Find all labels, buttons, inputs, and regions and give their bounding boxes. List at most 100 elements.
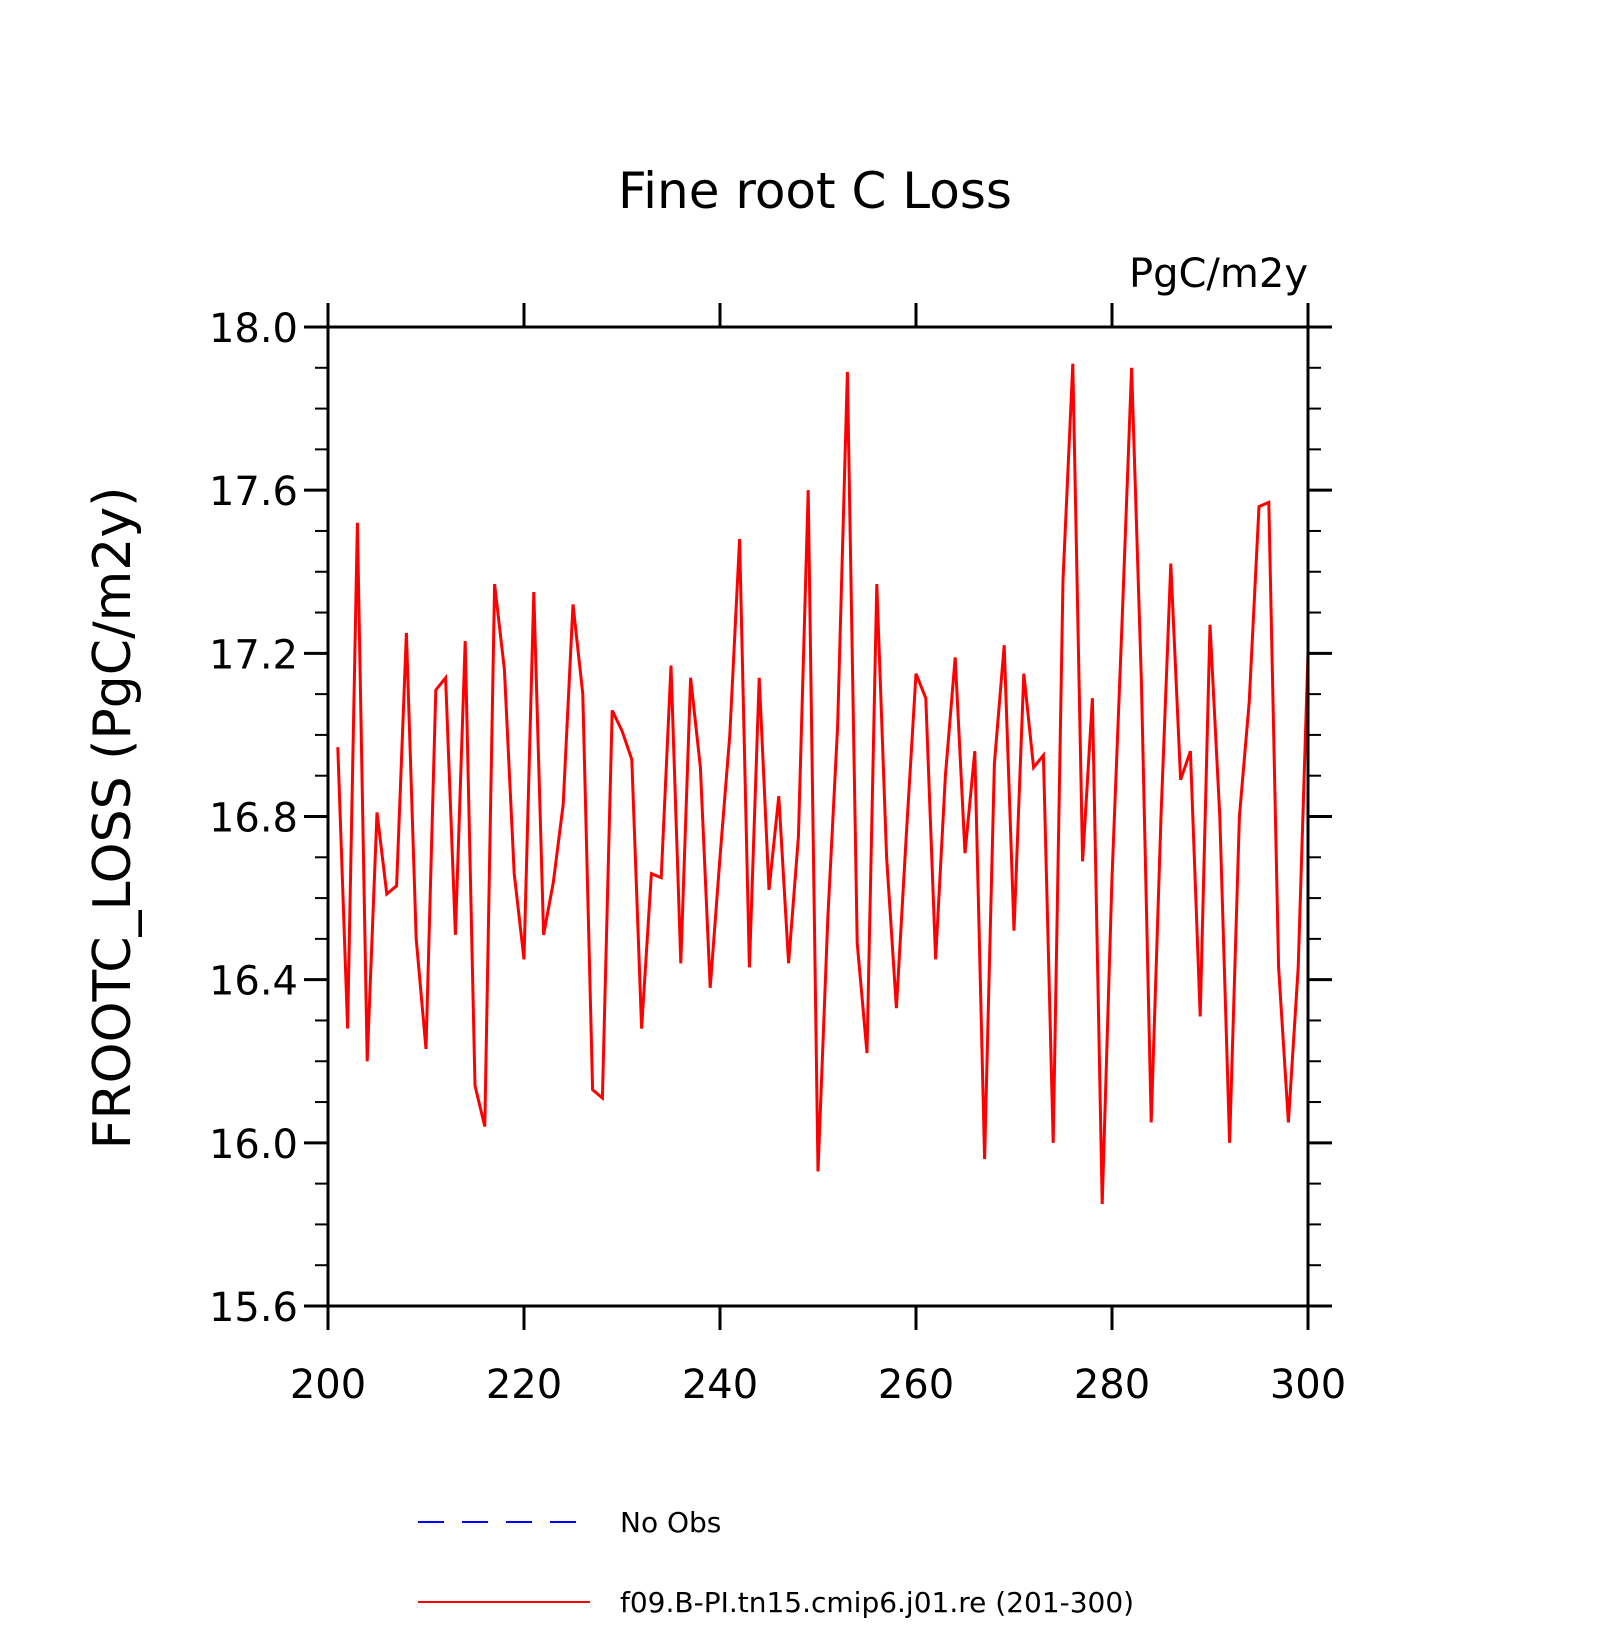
- data-point: [1267, 501, 1270, 504]
- x-tick-label: 260: [878, 1362, 954, 1408]
- data-point: [1179, 778, 1182, 781]
- data-point: [1130, 366, 1133, 369]
- data-point: [425, 1048, 428, 1051]
- data-point: [376, 811, 379, 814]
- data-point: [993, 762, 996, 765]
- data-point: [415, 937, 418, 940]
- data-point: [405, 631, 408, 634]
- data-point: [719, 856, 722, 859]
- data-point: [503, 668, 506, 671]
- data-point: [836, 725, 839, 728]
- data-point: [434, 689, 437, 692]
- data-point: [1287, 1121, 1290, 1124]
- data-point: [983, 1158, 986, 1161]
- data-point: [866, 1052, 869, 1055]
- data-point: [1091, 697, 1094, 700]
- data-point: [728, 733, 731, 736]
- data-point: [1199, 1015, 1202, 1018]
- data-point: [875, 583, 878, 586]
- data-point: [826, 917, 829, 920]
- data-point: [523, 958, 526, 961]
- data-point: [444, 676, 447, 679]
- data-point: [356, 521, 359, 524]
- data-point: [895, 1007, 898, 1010]
- axis-ticks: 200 220 240 260 280 300 15.6 16.0 16.4 16.8 17.2 17…: [209, 303, 1346, 1408]
- data-point: [1111, 876, 1114, 879]
- data-point: [709, 986, 712, 989]
- data-point: [1160, 815, 1163, 818]
- data-point: [1140, 680, 1143, 683]
- data-point: [464, 640, 467, 643]
- data-point: [474, 1084, 477, 1087]
- series-layer: [336, 362, 1310, 1205]
- data-point: [1228, 1141, 1231, 1144]
- data-point: [1218, 815, 1221, 818]
- y-tick-label: 16.8: [209, 796, 298, 842]
- data-point: [846, 370, 849, 373]
- y-tick-label: 16.4: [209, 959, 298, 1005]
- data-point: [807, 489, 810, 492]
- x-tick-label: 300: [1270, 1362, 1346, 1408]
- data-point: [1120, 627, 1123, 630]
- data-point: [924, 697, 927, 700]
- data-point: [336, 746, 339, 749]
- units-label: PgC/m2y: [1129, 251, 1308, 297]
- data-point: [640, 1027, 643, 1030]
- data-point: [1013, 929, 1016, 932]
- data-point: [1042, 754, 1045, 757]
- data-point: [699, 766, 702, 769]
- data-point: [572, 603, 575, 606]
- data-point: [1022, 672, 1025, 675]
- data-point: [1277, 966, 1280, 969]
- data-point: [562, 803, 565, 806]
- data-point: [542, 933, 545, 936]
- data-point: [944, 774, 947, 777]
- data-point: [611, 709, 614, 712]
- data-point: [1209, 623, 1212, 626]
- y-tick-label: 18.0: [209, 306, 298, 352]
- data-point: [1071, 362, 1074, 365]
- data-point: [973, 750, 976, 753]
- legend: No Obs f09.B-PI.tn15.cmip6.j01.re (201-30…: [418, 1506, 1134, 1619]
- data-point: [856, 942, 859, 945]
- data-point: [532, 591, 535, 594]
- data-point: [1081, 860, 1084, 863]
- data-point: [768, 888, 771, 891]
- data-point: [483, 1125, 486, 1128]
- data-point: [817, 1170, 820, 1173]
- y-tick-label: 17.6: [209, 469, 298, 515]
- data-point: [777, 795, 780, 798]
- data-point: [738, 538, 741, 541]
- data-point: [630, 758, 633, 761]
- data-point: [758, 676, 761, 679]
- data-point: [650, 872, 653, 875]
- data-point: [1032, 766, 1035, 769]
- data-point: [385, 893, 388, 896]
- data-point: [493, 583, 496, 586]
- data-point: [1052, 1141, 1055, 1144]
- data-point: [366, 1060, 369, 1063]
- data-point: [591, 1088, 594, 1091]
- data-point: [885, 856, 888, 859]
- data-point: [1062, 578, 1065, 581]
- data-point: [787, 962, 790, 965]
- x-tick-label: 220: [486, 1362, 562, 1408]
- data-point: [748, 966, 751, 969]
- data-point: [1150, 1121, 1153, 1124]
- data-point: [905, 835, 908, 838]
- data-point: [797, 835, 800, 838]
- data-point: [964, 852, 967, 855]
- data-point: [395, 884, 398, 887]
- data-point: [670, 664, 673, 667]
- chart-title: Fine root C Loss: [618, 162, 1012, 220]
- data-point: [1169, 562, 1172, 565]
- x-tick-label: 200: [290, 1362, 366, 1408]
- series-line: [336, 363, 1310, 1205]
- data-point: [1238, 815, 1241, 818]
- data-point: [581, 693, 584, 696]
- data-point: [1189, 750, 1192, 753]
- data-point: [454, 933, 457, 936]
- data-point: [1248, 701, 1251, 704]
- y-axis-label: FROOTC_LOSS (PgC/m2y): [83, 487, 143, 1150]
